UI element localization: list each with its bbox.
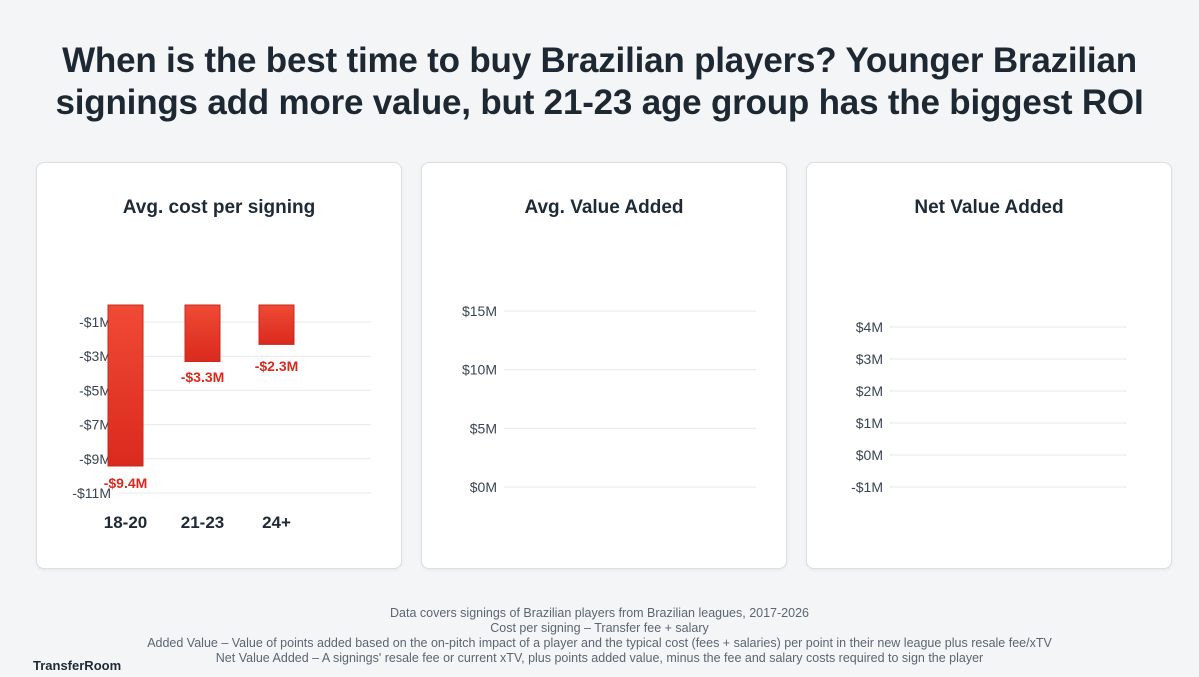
y-tick-label: $3M [856, 351, 883, 367]
net-chart-svg: $4M$3M$2M$1M$0M-$1M$3.9MROI: 42%18-20$2.… [851, 319, 1127, 495]
brand-logo: TransferRoom [33, 658, 122, 673]
title-line-1: When is the best time to buy Brazilian p… [62, 41, 1137, 80]
y-tick-label: $10M [462, 362, 497, 378]
cost-chart-panel: Avg. cost per signing -$1M -$3M -$5M -$7M -$… [36, 162, 402, 569]
footnote-3: Added Value – Value of points added base… [147, 636, 1052, 650]
y-tick-label: -$7M [79, 417, 111, 433]
y-tick-label: $0M [470, 479, 497, 495]
net-chart-title: Net Value Added [914, 197, 1064, 218]
footnote-2: Cost per signing – Transfer fee + salary [490, 621, 709, 635]
value-chart-title: Avg. Value Added [524, 197, 684, 218]
y-tick-label: -$9M [79, 451, 111, 467]
bar-value-label: -$3.3M [181, 369, 225, 385]
value-chart-panel: Avg. Value Added $15M$10M$5M$0M$13.3M18-… [421, 162, 787, 569]
bar-value-label: -$2.3M [255, 358, 299, 374]
bar-18-20 [107, 304, 144, 467]
y-tick-label: $1M [856, 415, 883, 431]
footnote-1: Data covers signings of Brazilian player… [390, 606, 809, 620]
y-tick-label: -$1M [851, 479, 883, 495]
footnotes: Data covers signings of Brazilian player… [0, 606, 1199, 666]
y-tick-label: -$5M [79, 382, 111, 398]
cost-chart-title: Avg. cost per signing [122, 197, 316, 218]
title-line-2: signings add more value, but 21-23 age g… [55, 83, 1144, 122]
bar-value-label: -$9.4M [104, 475, 148, 491]
y-tick-label: $4M [856, 319, 883, 335]
y-tick-label: $0M [856, 447, 883, 463]
x-category-label: 21-23 [181, 513, 224, 532]
y-tick-label: -$3M [79, 348, 111, 364]
footnote-4: Net Value Added – A signings' resale fee… [215, 651, 984, 665]
cost-chart-svg: -$1M -$3M -$5M -$7M -$9M -$11M-$9.4M 18-20 -$3.… [72, 304, 371, 532]
value-chart-svg: $15M$10M$5M$0M$13.3M18-20$5.8M21-23$2.2M… [462, 303, 756, 495]
y-tick-label: $2M [856, 383, 883, 399]
x-category-label: 24+ [262, 513, 291, 532]
y-tick-label: -$1M [79, 314, 111, 330]
bar-21-23 [184, 304, 221, 363]
y-tick-label: $5M [470, 420, 497, 436]
x-category-label: 18-20 [104, 513, 147, 532]
y-tick-label: $15M [462, 303, 497, 319]
net-chart-panel: Net Value Added $4M$3M$2M$1M$0M-$1M$3.9M… [806, 162, 1172, 569]
bar-24+ [258, 304, 295, 345]
y-tick-label: -$11M [72, 485, 111, 501]
page-title: When is the best time to buy Brazilian p… [0, 40, 1199, 124]
